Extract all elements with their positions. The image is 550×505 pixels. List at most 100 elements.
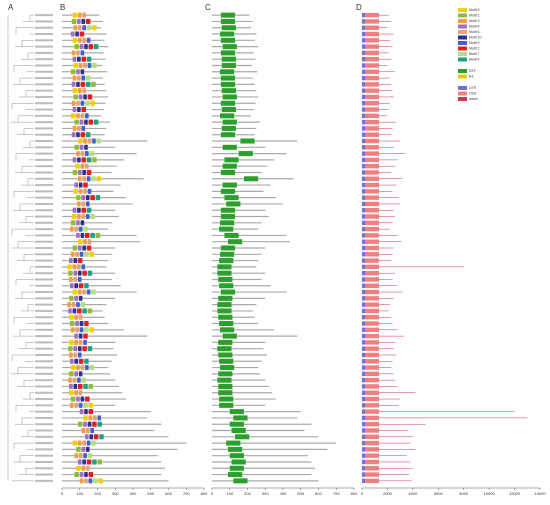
utr	[362, 296, 365, 301]
motif	[91, 289, 96, 295]
cds	[365, 138, 379, 144]
gene-name	[35, 33, 53, 36]
cds	[365, 258, 379, 263]
panel-label: B	[60, 3, 65, 12]
domain	[219, 220, 235, 226]
motif	[78, 62, 83, 69]
panel-label: C	[205, 3, 211, 12]
utr	[362, 384, 365, 389]
x-tick-label: 100	[226, 491, 233, 496]
x-tick-label: 14000	[534, 491, 546, 496]
motif	[87, 138, 92, 144]
motif	[92, 62, 97, 69]
motif	[85, 18, 91, 24]
motif	[82, 440, 86, 446]
domain	[227, 446, 243, 452]
motif	[85, 201, 90, 207]
gene-name	[35, 360, 53, 363]
utr	[362, 195, 365, 200]
motif	[77, 56, 81, 62]
domain	[220, 207, 236, 213]
domain	[217, 270, 232, 276]
cds	[365, 82, 379, 87]
cds	[365, 440, 379, 446]
domain	[220, 214, 236, 220]
utr	[362, 403, 365, 408]
motif	[95, 232, 101, 238]
gene-name	[35, 51, 53, 54]
motif	[88, 472, 94, 478]
motif	[91, 440, 96, 446]
motif	[77, 440, 82, 446]
x-tick-label: 0	[361, 491, 364, 496]
cds	[365, 189, 379, 194]
motif	[70, 220, 76, 226]
cds	[365, 333, 379, 339]
gene-name	[35, 89, 53, 92]
x-tick-label: 500	[297, 491, 304, 496]
motif	[86, 169, 92, 175]
motif	[76, 465, 81, 471]
motif	[72, 12, 78, 18]
motif	[74, 283, 78, 289]
motif	[86, 37, 91, 43]
motif	[87, 239, 92, 245]
gene-name	[35, 335, 53, 338]
motif	[86, 56, 92, 62]
gene-name	[35, 14, 53, 17]
cds	[365, 214, 379, 219]
motif	[85, 465, 90, 471]
utr	[362, 69, 365, 74]
gene-name	[35, 171, 53, 174]
utr	[362, 226, 365, 232]
motif	[67, 302, 71, 308]
utr	[362, 390, 365, 395]
gene-name	[35, 133, 53, 136]
motif	[80, 81, 86, 87]
motif	[69, 295, 74, 301]
motif	[81, 377, 86, 383]
utr	[362, 245, 365, 251]
cds	[365, 195, 379, 200]
utr	[362, 352, 365, 358]
cds	[365, 296, 379, 301]
cds	[365, 352, 379, 358]
motif	[85, 434, 89, 440]
utr	[362, 428, 365, 433]
cds	[365, 163, 379, 169]
legend-label: NTF	[469, 69, 476, 73]
gene-name	[35, 140, 53, 143]
gene-name	[35, 467, 53, 470]
legend-swatch	[458, 97, 467, 101]
motif	[90, 232, 95, 238]
motif	[70, 113, 76, 119]
motif	[69, 276, 73, 282]
motif	[78, 94, 83, 100]
gene-name	[35, 102, 53, 105]
utr	[362, 31, 365, 37]
domain	[218, 383, 233, 389]
cds	[365, 31, 379, 37]
gene-name	[35, 184, 53, 187]
utr	[362, 38, 365, 43]
motif	[96, 138, 102, 144]
motif	[82, 289, 86, 295]
utr	[362, 176, 365, 181]
x-tick-label: 700	[183, 491, 190, 496]
motif	[78, 339, 83, 345]
motif	[78, 402, 83, 408]
motif	[68, 377, 72, 383]
cds	[365, 233, 379, 238]
motif	[87, 453, 93, 459]
domain	[218, 276, 233, 282]
x-tick-label: 600	[165, 491, 172, 496]
legend-label: B3	[469, 74, 473, 78]
domain	[224, 157, 239, 163]
motif	[77, 383, 83, 389]
domain	[221, 62, 236, 69]
utr	[362, 50, 365, 56]
motif	[85, 214, 90, 220]
domain	[229, 453, 244, 459]
motif	[79, 251, 84, 257]
domain	[233, 478, 248, 484]
